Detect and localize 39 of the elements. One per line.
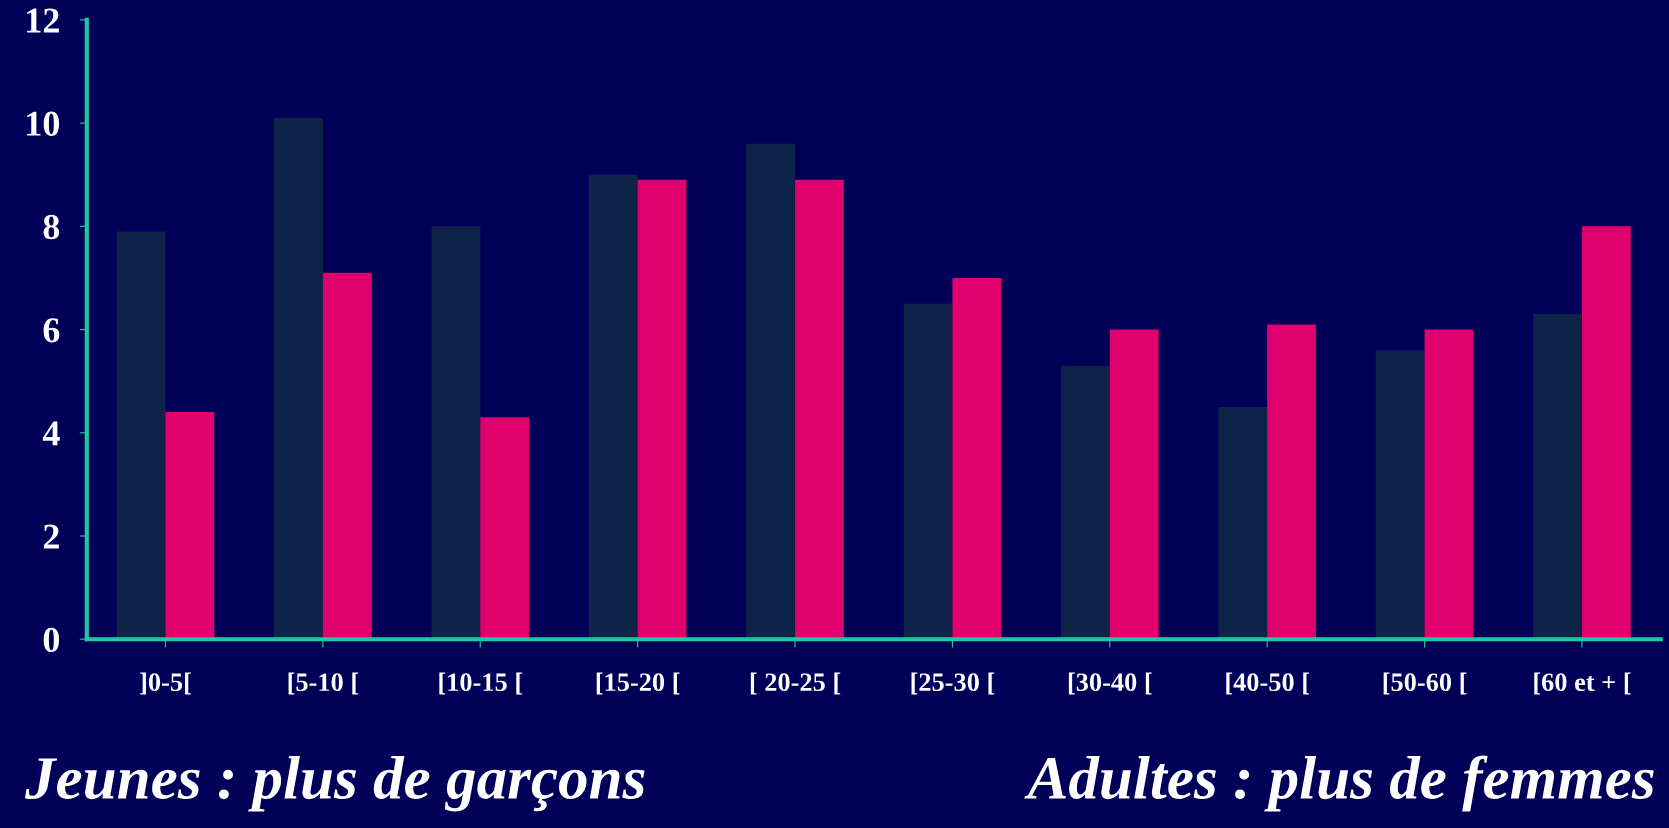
bar: [165, 412, 215, 640]
bar: [903, 303, 953, 640]
bar: [1109, 329, 1159, 640]
bar: [1581, 226, 1631, 640]
x-tick-label: [60 et + [: [1534, 672, 1631, 695]
bar: [952, 277, 1002, 640]
y-tick-label: 0: [43, 627, 60, 653]
bar: [1375, 350, 1425, 640]
y-tick-label: 6: [43, 318, 60, 343]
bar: [746, 143, 796, 640]
bar: [322, 272, 372, 640]
x-tick-label: [40-50 [: [1226, 672, 1310, 695]
y-tick-label: 12: [27, 8, 59, 33]
y-tick-label: 2: [43, 524, 59, 549]
bar: [1061, 365, 1110, 640]
x-tick-label: [50-60 [: [1383, 672, 1467, 695]
bar: [637, 179, 687, 640]
x-tick-label: [25-30 [: [911, 672, 995, 695]
y-tick-label: 10: [27, 111, 60, 136]
bar: [480, 417, 530, 640]
text: Adultes : plus de femmes: [1024, 755, 1654, 812]
bar: [1533, 314, 1582, 640]
x-tick-label: [5-10 [: [288, 672, 359, 695]
text: Jeunes : plus de garçons: [24, 756, 645, 812]
y-tick-label: 8: [43, 214, 60, 240]
bar: [274, 117, 323, 640]
x-tick-label: [15-20 [: [596, 672, 680, 695]
bar: [1424, 329, 1474, 640]
bar: [431, 226, 481, 640]
bar: [1218, 406, 1268, 640]
bar: [116, 231, 166, 640]
bar: [1267, 324, 1316, 640]
bar: [795, 179, 844, 640]
x-tick-label: ]0-5[: [140, 672, 191, 695]
x-tick-label: [30-40 [: [1068, 672, 1152, 695]
y-tick-label: 4: [42, 421, 60, 446]
x-tick-label: [ 20-25 [: [750, 672, 841, 695]
bar: [588, 174, 638, 640]
x-tick-label: [10-15 [: [439, 672, 523, 695]
